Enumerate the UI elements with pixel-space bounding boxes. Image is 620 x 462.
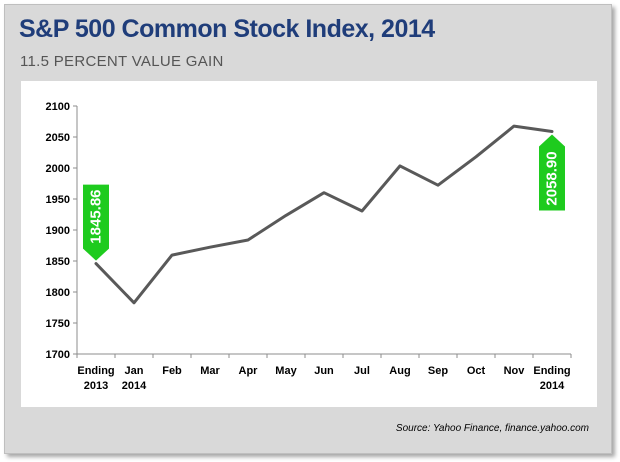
x-tick-label: Oct — [467, 365, 486, 377]
value-callout-arrow — [83, 184, 109, 261]
y-tick-label: 2050 — [46, 132, 70, 144]
series-line — [94, 124, 554, 305]
source-note: Source: Yahoo Finance, finance.yahoo.com — [395, 423, 589, 434]
callout-layer: 1845.86 2058.90 — [83, 134, 565, 261]
value-callout-label: 1845.86 — [88, 189, 105, 243]
x-tick-label: Sep — [428, 365, 448, 377]
y-tick-label: 1750 — [46, 318, 70, 330]
x-tick-label: May — [275, 365, 297, 377]
y-tick-label: 2100 — [46, 101, 70, 113]
y-tick-label: 2000 — [46, 163, 70, 175]
x-tick-label: 2014 — [540, 380, 565, 392]
x-tick-label: Mar — [200, 365, 220, 377]
value-callout-label: 2058.90 — [544, 151, 561, 205]
y-tick-label: 1850 — [46, 256, 70, 268]
x-tick-label: Jun — [314, 365, 334, 377]
y-tick-label: 1950 — [46, 194, 70, 206]
y-tick-label: 1900 — [46, 225, 70, 237]
x-tick-label: Ending — [533, 365, 570, 377]
series-layer — [94, 124, 554, 305]
chart-frame: S&P 500 Common Stock Index, 2014 11.5 PE… — [4, 4, 612, 454]
line-chart: 1700 1750 1800 1850 1900 1950 2000 2050 2100 End… — [46, 101, 572, 392]
chart-title: S&P 500 Common Stock Index, 2014 — [19, 15, 435, 43]
axes — [76, 106, 571, 355]
x-tick-label: Apr — [239, 365, 259, 377]
x-tick-label: Ending — [77, 365, 114, 377]
plot-panel: 1700 1750 1800 1850 1900 1950 2000 2050 2100 End… — [21, 81, 597, 407]
x-tick-label: 2014 — [122, 380, 147, 392]
x-axis-ticks: Ending 2013 Jan 2014 Feb Mar Apr May Jun Jul Aug Se… — [76, 354, 572, 392]
value-callout-arrow — [539, 134, 565, 211]
x-tick-label: 2013 — [84, 380, 108, 392]
x-tick-label: Nov — [504, 365, 526, 377]
x-tick-label: Aug — [389, 365, 410, 377]
y-tick-label: 1700 — [46, 349, 70, 361]
x-tick-label: Jul — [354, 365, 370, 377]
y-axis-ticks: 1700 1750 1800 1850 1900 1950 2000 2050 2100 — [46, 101, 77, 361]
chart-subtitle: 11.5 PERCENT VALUE GAIN — [20, 53, 224, 70]
x-tick-label: Jan — [125, 365, 144, 377]
y-tick-label: 1800 — [46, 287, 70, 299]
x-tick-label: Feb — [162, 365, 182, 377]
